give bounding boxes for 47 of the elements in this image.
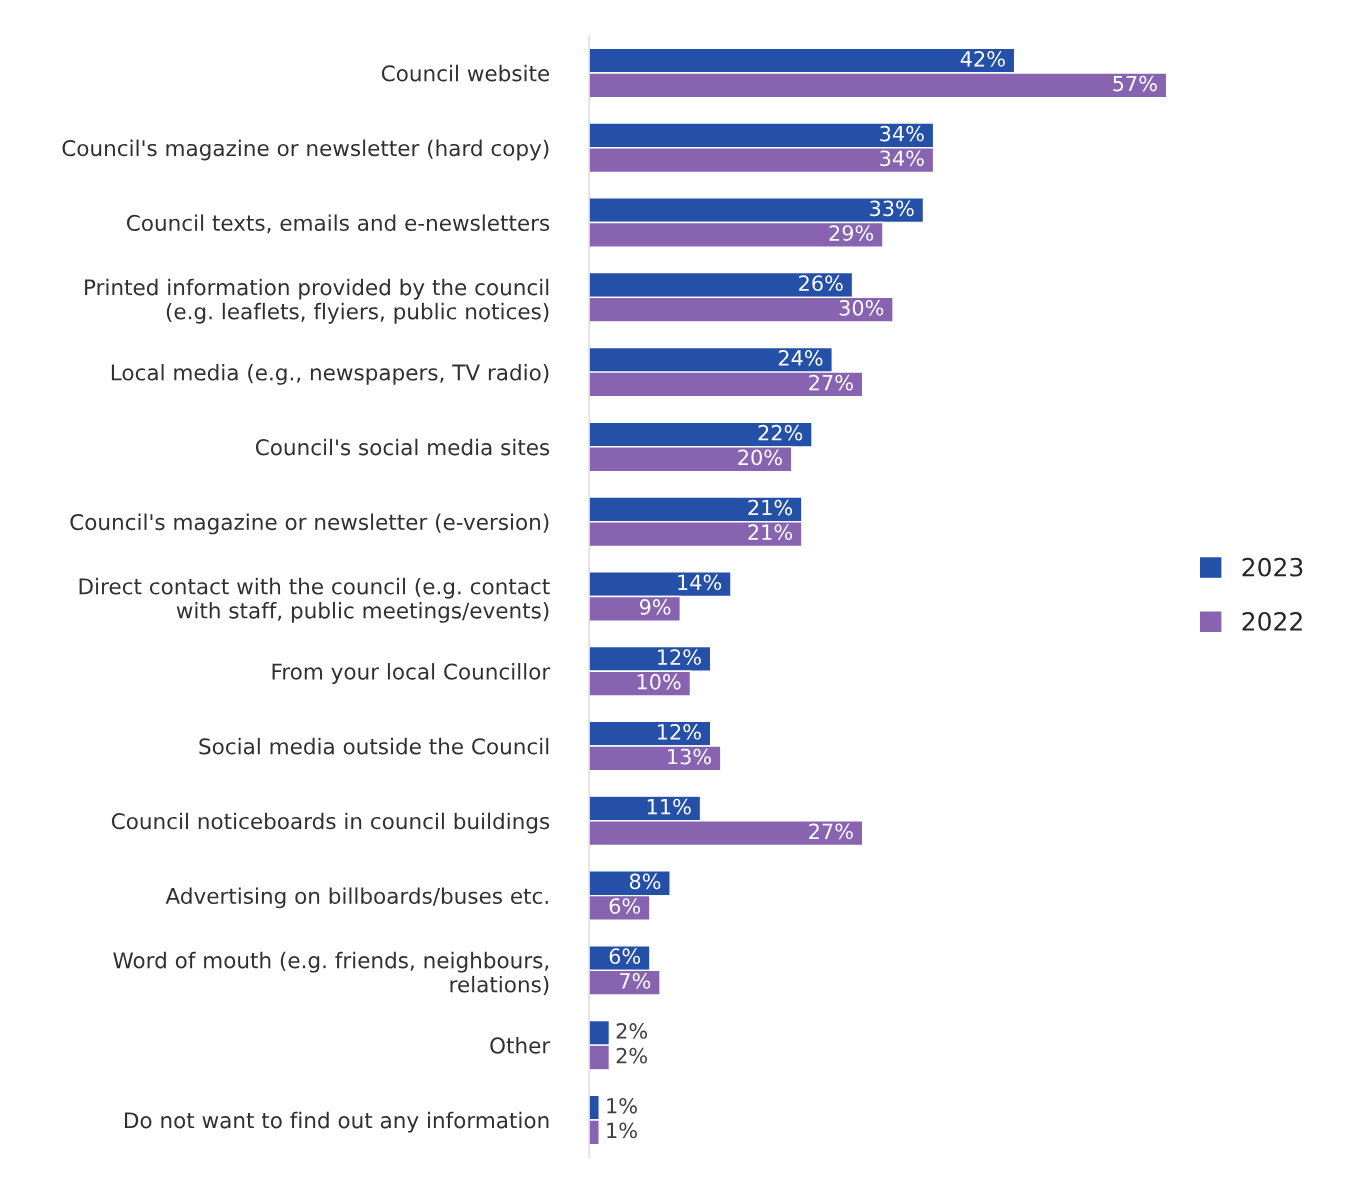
data-label: 24% — [778, 350, 823, 366]
y-tick-label: Council's magazine or newsletter (hard copy) — [62, 139, 549, 161]
data-label: 2% — [616, 1047, 648, 1064]
data-label: 27% — [809, 823, 853, 840]
data-label: 11% — [647, 798, 691, 815]
y-tick-label: Word of mouth (e.g. friends, neighbours, relations) — [113, 951, 549, 996]
y-tick-label: Council texts, emails and e-newsletters — [126, 214, 550, 234]
data-label: 33% — [870, 200, 914, 217]
data-label: 7% — [620, 973, 651, 989]
y-tick-label: Printed information provided by the council (e.g. leaflets, flyiers, public notices) — [85, 278, 549, 324]
data-label: 8% — [629, 873, 661, 890]
y-tick-label: Advertising on billboards/buses etc. — [165, 887, 548, 909]
y-tick-label: Do not want to find out any information — [124, 1111, 549, 1133]
data-label: 10% — [637, 673, 681, 690]
data-label: 12% — [658, 723, 701, 740]
y-tick-label: Social media outside the Council — [199, 737, 549, 755]
y-tick-label: Council's magazine or newsletter (e-version) — [70, 513, 549, 535]
data-label: 13% — [668, 748, 712, 765]
y-tick-label: From your local Councillor — [272, 663, 551, 684]
data-label: 57% — [1113, 75, 1157, 92]
data-label: 27% — [809, 374, 853, 391]
data-label: 6% — [609, 948, 641, 965]
data-label: 20% — [738, 449, 782, 466]
y-tick-label: Council website — [381, 64, 550, 82]
data-label: 2% — [616, 1023, 648, 1039]
y-tick-label: Council's social media sites — [255, 438, 550, 456]
data-label: 6% — [609, 898, 641, 914]
y-tick-label: Other — [490, 1036, 551, 1054]
data-label: 1% — [607, 1122, 637, 1139]
data-label: 34% — [880, 150, 924, 167]
y-tick-label: Council noticeboards in council buildings — [111, 812, 550, 834]
data-label: 22% — [758, 424, 803, 441]
legend-label: 2022 — [1242, 611, 1302, 631]
data-label: 26% — [799, 275, 843, 292]
data-label: 30% — [839, 299, 884, 316]
data-label: 34% — [880, 125, 924, 142]
data-label: 1% — [607, 1097, 637, 1114]
data-label: 42% — [960, 50, 1005, 67]
data-label: 9% — [639, 599, 671, 615]
y-tick-label: Direct contact with the council (e.g. contact with staff, public meetings/events) — [79, 577, 550, 623]
legend-label: 2023 — [1242, 557, 1303, 577]
data-label: 14% — [678, 574, 722, 591]
data-label: 21% — [748, 499, 793, 516]
data-label: 29% — [829, 225, 874, 241]
data-label: 12% — [658, 649, 701, 665]
y-tick-label: Local media (e.g., newspapers, TV radio) — [111, 363, 549, 385]
data-label: 21% — [748, 524, 793, 541]
